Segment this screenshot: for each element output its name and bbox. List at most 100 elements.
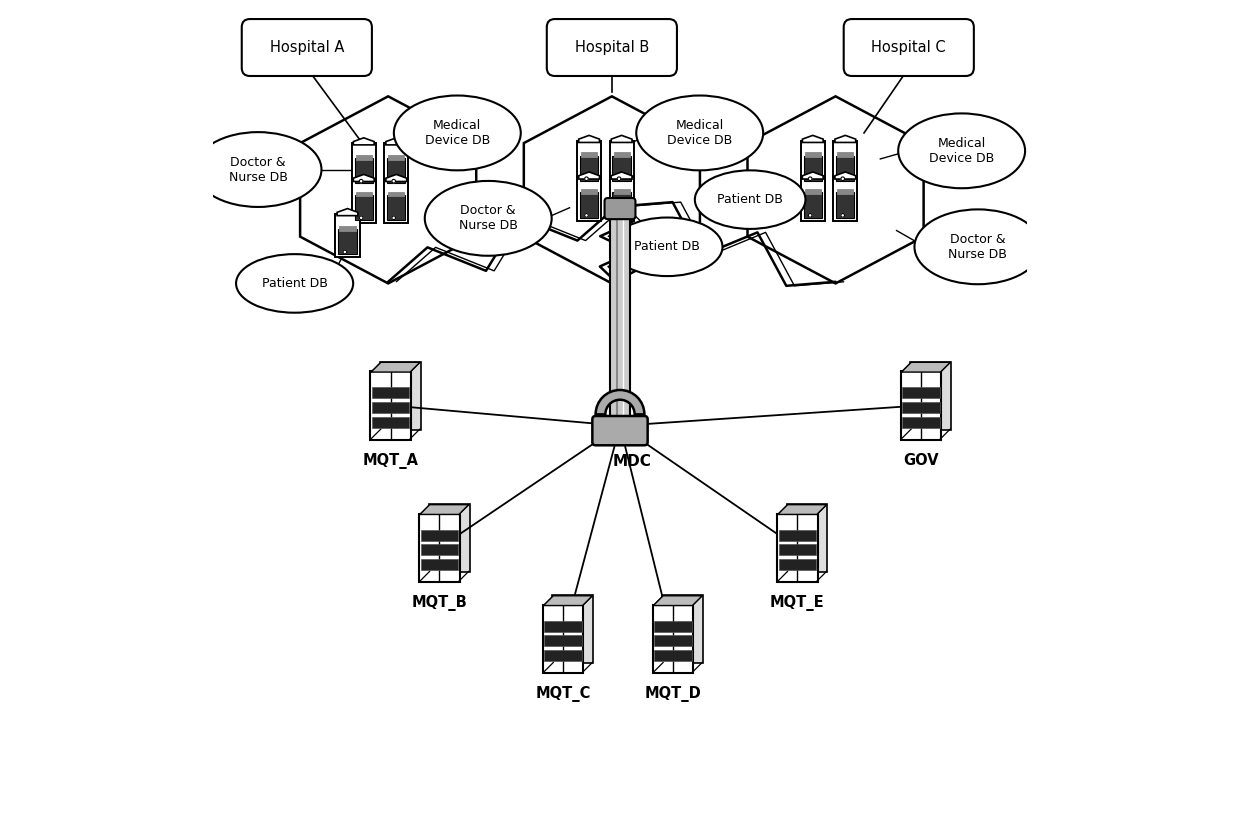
Circle shape	[808, 214, 812, 217]
FancyBboxPatch shape	[900, 371, 941, 440]
Ellipse shape	[236, 254, 353, 313]
FancyBboxPatch shape	[613, 192, 631, 218]
Polygon shape	[579, 135, 599, 143]
FancyBboxPatch shape	[805, 189, 821, 194]
FancyBboxPatch shape	[805, 152, 821, 157]
Polygon shape	[371, 362, 420, 372]
FancyBboxPatch shape	[429, 504, 470, 572]
Circle shape	[360, 179, 363, 183]
FancyBboxPatch shape	[910, 361, 951, 430]
Polygon shape	[901, 362, 950, 372]
Polygon shape	[386, 138, 407, 145]
FancyBboxPatch shape	[836, 156, 854, 181]
FancyBboxPatch shape	[593, 416, 647, 446]
FancyBboxPatch shape	[786, 504, 827, 572]
FancyBboxPatch shape	[779, 559, 816, 570]
Text: MQT_D: MQT_D	[645, 686, 702, 702]
FancyBboxPatch shape	[544, 636, 582, 646]
FancyBboxPatch shape	[356, 192, 372, 197]
FancyBboxPatch shape	[384, 143, 408, 187]
Polygon shape	[835, 172, 856, 179]
FancyBboxPatch shape	[388, 192, 404, 197]
FancyBboxPatch shape	[387, 158, 405, 183]
FancyBboxPatch shape	[372, 402, 409, 413]
Ellipse shape	[195, 132, 321, 207]
FancyBboxPatch shape	[843, 19, 973, 76]
Ellipse shape	[694, 170, 806, 229]
FancyBboxPatch shape	[801, 178, 825, 221]
FancyBboxPatch shape	[355, 158, 373, 183]
Polygon shape	[611, 135, 632, 143]
FancyBboxPatch shape	[655, 650, 692, 661]
FancyBboxPatch shape	[777, 514, 817, 582]
Text: Hospital B: Hospital B	[575, 40, 649, 55]
FancyBboxPatch shape	[614, 152, 630, 157]
Polygon shape	[653, 595, 702, 605]
FancyBboxPatch shape	[553, 595, 593, 663]
Text: Medical
Device DB: Medical Device DB	[667, 119, 733, 147]
FancyBboxPatch shape	[779, 545, 816, 555]
Circle shape	[585, 214, 588, 217]
FancyBboxPatch shape	[336, 214, 360, 257]
Circle shape	[841, 177, 844, 181]
Text: MQT_A: MQT_A	[362, 453, 419, 468]
FancyBboxPatch shape	[605, 198, 635, 219]
FancyBboxPatch shape	[352, 180, 376, 224]
FancyBboxPatch shape	[352, 143, 376, 187]
Circle shape	[618, 214, 621, 217]
FancyBboxPatch shape	[420, 530, 458, 541]
FancyBboxPatch shape	[779, 530, 816, 541]
FancyBboxPatch shape	[372, 417, 409, 428]
Polygon shape	[353, 138, 374, 145]
FancyBboxPatch shape	[655, 636, 692, 646]
Polygon shape	[835, 135, 856, 143]
Circle shape	[585, 177, 588, 181]
FancyBboxPatch shape	[801, 141, 825, 184]
FancyBboxPatch shape	[580, 192, 598, 218]
Polygon shape	[611, 172, 632, 179]
FancyBboxPatch shape	[544, 621, 582, 631]
Text: Medical
Device DB: Medical Device DB	[424, 119, 490, 147]
Ellipse shape	[636, 96, 763, 170]
Circle shape	[360, 216, 363, 219]
FancyBboxPatch shape	[547, 19, 677, 76]
FancyBboxPatch shape	[356, 155, 372, 160]
FancyBboxPatch shape	[388, 155, 404, 160]
FancyBboxPatch shape	[662, 595, 703, 663]
Text: MQT_B: MQT_B	[412, 595, 467, 611]
Text: Doctor &
Nurse DB: Doctor & Nurse DB	[228, 156, 288, 183]
Polygon shape	[777, 505, 827, 514]
Polygon shape	[337, 209, 358, 215]
FancyBboxPatch shape	[384, 180, 408, 224]
FancyBboxPatch shape	[420, 559, 458, 570]
FancyBboxPatch shape	[837, 189, 853, 194]
FancyBboxPatch shape	[613, 156, 631, 181]
Text: MQT_C: MQT_C	[536, 686, 590, 702]
Circle shape	[392, 216, 396, 219]
Circle shape	[343, 250, 347, 254]
FancyBboxPatch shape	[833, 141, 857, 184]
FancyBboxPatch shape	[903, 402, 940, 413]
FancyBboxPatch shape	[804, 156, 822, 181]
Polygon shape	[802, 172, 823, 179]
FancyBboxPatch shape	[833, 178, 857, 221]
FancyBboxPatch shape	[903, 417, 940, 428]
FancyBboxPatch shape	[652, 604, 693, 673]
Polygon shape	[386, 174, 407, 182]
Text: MDC: MDC	[613, 455, 652, 469]
Ellipse shape	[898, 113, 1025, 188]
FancyBboxPatch shape	[340, 226, 356, 231]
Text: GOV: GOV	[903, 453, 939, 468]
FancyBboxPatch shape	[544, 650, 582, 661]
Circle shape	[841, 214, 844, 217]
Ellipse shape	[394, 96, 521, 170]
FancyBboxPatch shape	[577, 178, 601, 221]
Text: Doctor &
Nurse DB: Doctor & Nurse DB	[949, 233, 1007, 260]
FancyBboxPatch shape	[387, 195, 405, 220]
Text: Patient DB: Patient DB	[634, 240, 701, 253]
Text: Patient DB: Patient DB	[262, 277, 327, 290]
Circle shape	[618, 177, 621, 181]
Text: MQT_E: MQT_E	[770, 595, 825, 611]
Circle shape	[392, 179, 396, 183]
FancyBboxPatch shape	[582, 152, 598, 157]
